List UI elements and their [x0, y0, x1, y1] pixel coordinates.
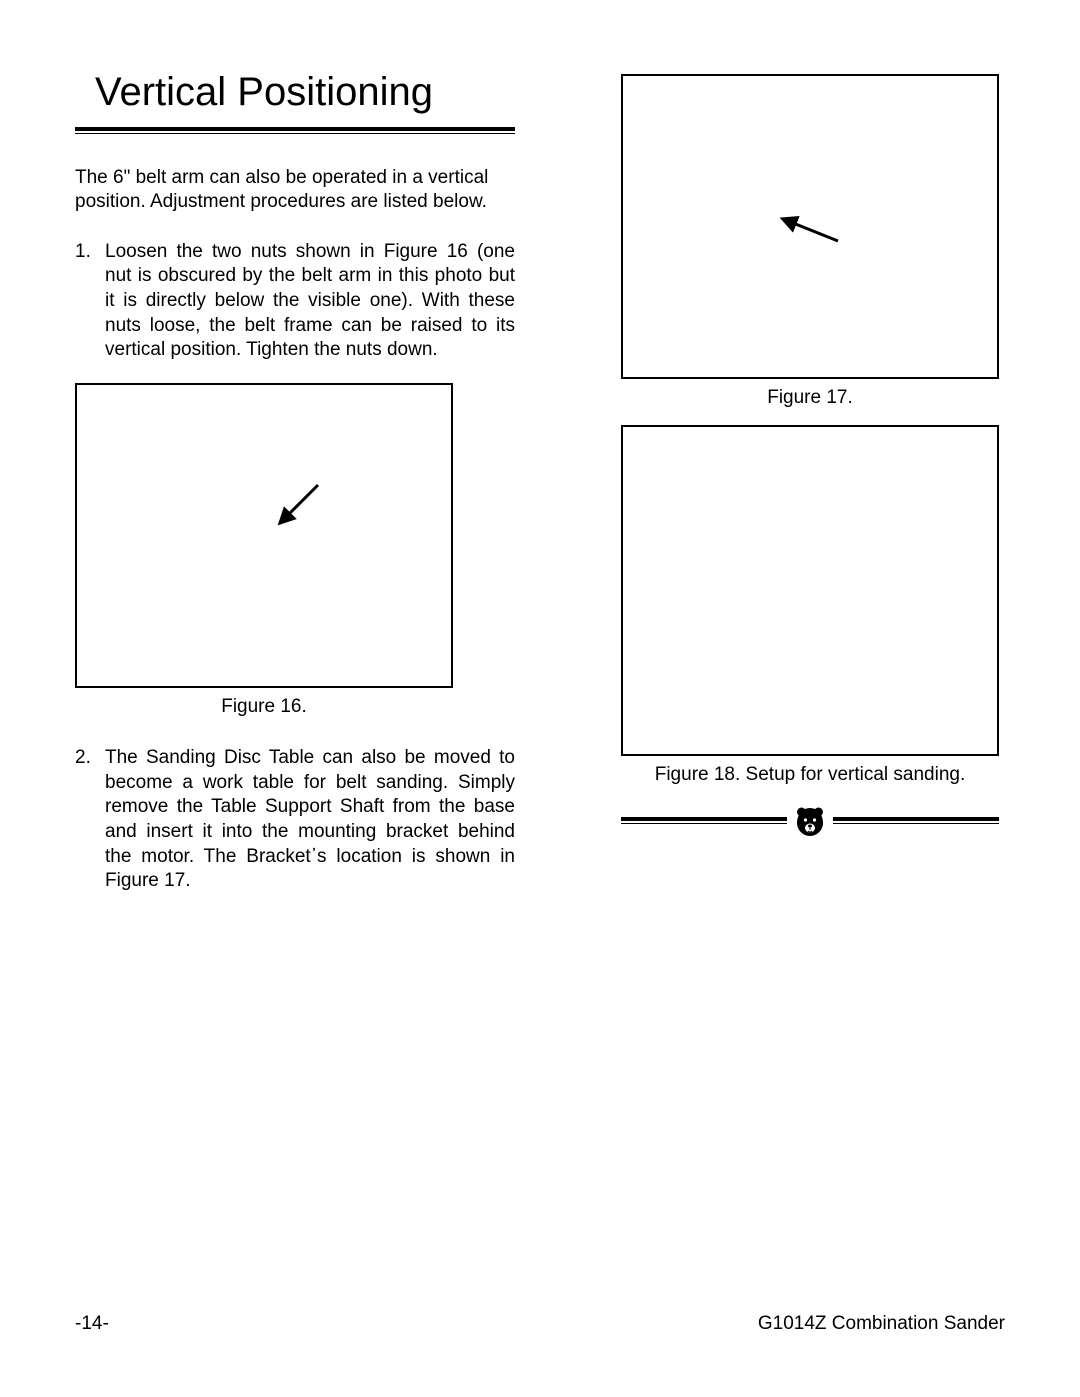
- title-rule-thick: [75, 127, 515, 131]
- figure-16-caption: Figure 16.: [75, 696, 453, 718]
- arrow-icon: [272, 475, 332, 535]
- figure-17-caption: Figure 17.: [621, 387, 999, 409]
- section-end-rule: [621, 804, 999, 838]
- figure-17-box: [621, 74, 999, 379]
- manual-page: Vertical Positioning The 6" belt arm can…: [0, 0, 1080, 1397]
- title-rule-thin: [75, 133, 515, 134]
- left-column: Vertical Positioning The 6" belt arm can…: [75, 70, 515, 914]
- intro-paragraph: The 6" belt arm can also be operated in …: [75, 166, 515, 214]
- two-column-layout: Vertical Positioning The 6" belt arm can…: [75, 70, 1005, 914]
- step-number: 1.: [75, 240, 105, 363]
- figure-16-box: [75, 383, 453, 688]
- arrow-icon: [778, 211, 848, 251]
- figure-18-caption: Figure 18. Setup for vertical sanding.: [621, 764, 999, 786]
- page-footer: -14- G1014Z Combination Sander: [75, 1313, 1005, 1335]
- doc-title-footer: G1014Z Combination Sander: [758, 1313, 1005, 1335]
- page-number: -14-: [75, 1313, 109, 1335]
- right-column: Figure 17. Figure 18. Setup for vertical…: [565, 70, 1005, 914]
- section-title: Vertical Positioning: [75, 70, 515, 115]
- step-2: 2. The Sanding Disc Table can also be mo…: [75, 746, 515, 894]
- step-1: 1. Loosen the two nuts shown in Figure 1…: [75, 240, 515, 363]
- figure-18-box: [621, 425, 999, 756]
- bear-icon: [793, 804, 827, 838]
- step-text: The Sanding Disc Table can also be moved…: [105, 746, 515, 894]
- step-number: 2.: [75, 746, 105, 894]
- step-text: Loosen the two nuts shown in Figure 16 (…: [105, 240, 515, 363]
